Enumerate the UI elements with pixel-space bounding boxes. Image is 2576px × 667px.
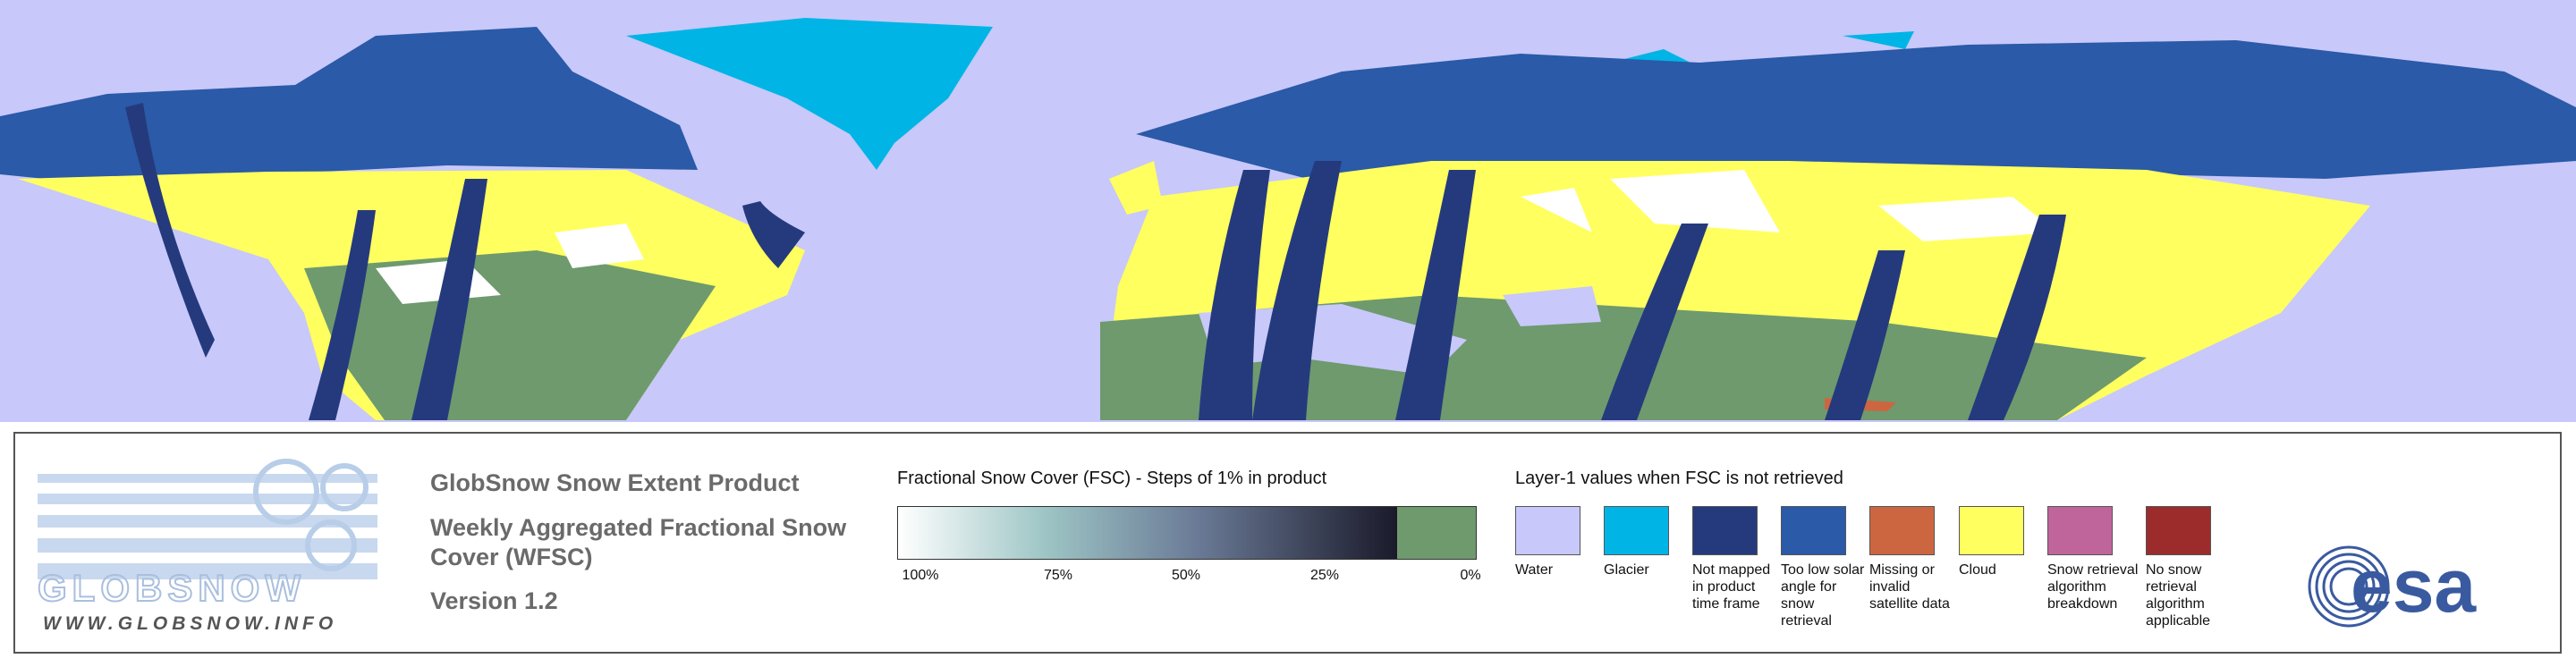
swath — [411, 179, 487, 420]
legend-label: Glacier — [1604, 562, 1649, 578]
globsnow-logo: GLOBSNOW WWW.GLOBSNOW.INFO — [37, 459, 377, 634]
unmapped-swaths — [125, 103, 2066, 420]
swath — [1395, 170, 1476, 420]
legend-label: Too low solar angle for snow retrieval — [1781, 562, 1865, 629]
snow-region — [1521, 170, 2057, 241]
legend-label: Cloud — [1959, 562, 1996, 578]
legend-label: Snow retrieval algorithm breakdown — [2047, 562, 2139, 612]
legend-panel — [13, 432, 2562, 654]
swath — [742, 201, 805, 268]
layer1-title: Layer-1 values when FSC is not retrieved — [1515, 469, 1843, 488]
legend-label: Water — [1515, 562, 1554, 578]
swath — [1252, 161, 1342, 420]
swath — [1968, 215, 2066, 420]
fsc-label: 25% — [1309, 568, 1340, 583]
fsc-zero — [1397, 507, 1476, 559]
legend-swatch — [1515, 506, 1580, 555]
legend-swatch — [1781, 506, 1846, 555]
fsc-colorbar — [897, 506, 1477, 560]
swath — [1199, 170, 1270, 420]
legend-label: No snow retrieval algorithm applicable — [2146, 562, 2211, 629]
legend-swatch — [1604, 506, 1669, 555]
legend-label: Missing or invalid satellite data — [1869, 562, 1950, 612]
swath — [1825, 250, 1905, 420]
glacier-region — [626, 18, 993, 170]
esa-logo: esa — [2308, 544, 2477, 628]
logo-name: GLOBSNOW — [38, 567, 306, 609]
swath — [309, 210, 376, 420]
legend-swatch — [2047, 506, 2113, 555]
snowflakes — [253, 459, 369, 571]
snow-map — [0, 0, 2576, 422]
swath — [1601, 224, 1708, 420]
esa-rings — [2308, 545, 2390, 628]
fsc-label: 100% — [902, 568, 939, 583]
boreal-region — [0, 27, 698, 183]
logo-url: WWW.GLOBSNOW.INFO — [43, 613, 337, 634]
legend-swatch — [1692, 506, 1758, 555]
logo-stripes — [38, 474, 377, 579]
legend-swatch — [1869, 506, 1935, 555]
product-version: Version 1.2 — [430, 587, 558, 614]
agency-name: esa — [2351, 544, 2477, 628]
legend-swatch — [1959, 506, 2024, 555]
product-title: GlobSnow Snow Extent Product — [430, 469, 800, 496]
fsc-title: Fractional Snow Cover (FSC) - Steps of 1… — [897, 469, 1327, 488]
fsc-gradient — [898, 507, 1398, 559]
swath — [125, 103, 215, 358]
legend-label: Not mapped in product time frame — [1692, 562, 1771, 612]
boreal-region — [1136, 40, 2576, 188]
fsc-label: 75% — [1043, 568, 1073, 583]
fsc-label: 50% — [1171, 568, 1201, 583]
fsc-label: 0% — [1460, 568, 1481, 583]
product-subtitle: Weekly Aggregated Fractional Snow Cover … — [430, 514, 847, 570]
legend-swatch — [2146, 506, 2211, 555]
